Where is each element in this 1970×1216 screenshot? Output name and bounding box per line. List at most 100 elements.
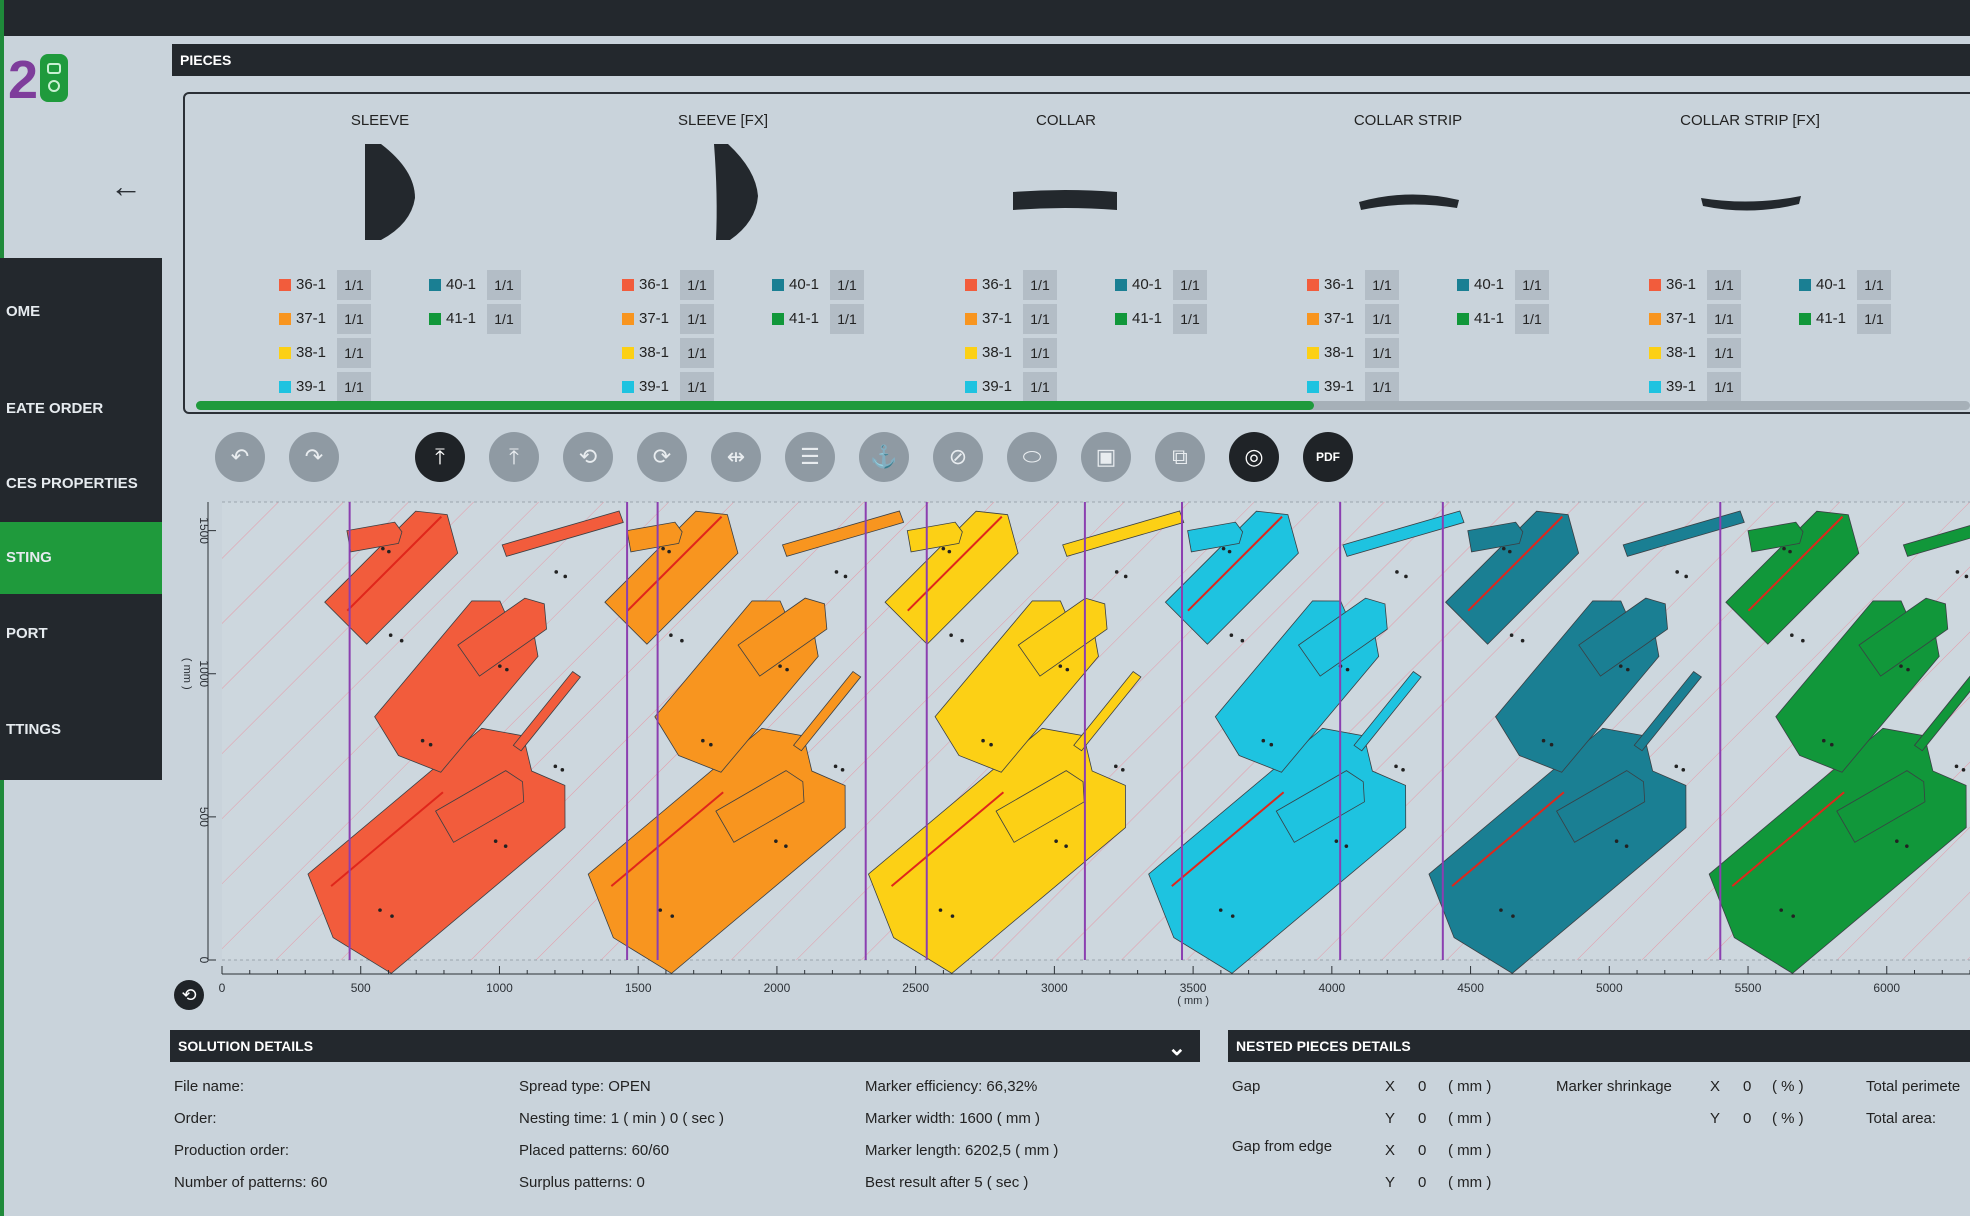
size-count: 1/1: [830, 304, 864, 334]
piece-card[interactable]: SLEEVE [FX] 36-1 1/1 37-1 1/1 38-1 1/1 39-1 1/1 4…: [552, 112, 894, 402]
nested-piece[interactable]: [1556, 766, 1653, 848]
pieces-header-label: PIECES: [180, 52, 232, 68]
y-tick-label: 500: [197, 807, 211, 827]
piece-card[interactable]: SLEEVE 36-1 1/1 37-1 1/1 38-1 1/1 39-1 1/1 40-1 1/…: [209, 112, 551, 402]
frame-icon[interactable]: ▣: [1081, 432, 1131, 482]
solution-detail-item: Number of patterns: 60: [174, 1174, 328, 1191]
nested-piece[interactable]: [995, 766, 1092, 848]
size-label: 39-1: [1666, 378, 1697, 395]
nested-piece[interactable]: [1275, 766, 1372, 848]
nested-piece[interactable]: [604, 497, 752, 645]
size-label: 38-1: [1324, 344, 1355, 361]
size-color-swatch: [429, 313, 441, 325]
nested-piece[interactable]: [737, 591, 837, 677]
upload-icon[interactable]: ⤒: [415, 432, 465, 482]
nested-piece[interactable]: [1353, 668, 1422, 772]
gap-label: Gap: [1232, 1078, 1261, 1095]
size-row: 38-1 1/1: [279, 338, 419, 368]
solution-detail-item: Nesting time: 1 ( min ) 0 ( sec ): [519, 1110, 725, 1127]
upload-alt-icon[interactable]: ⤒: [489, 432, 539, 482]
nested-piece[interactable]: [1725, 497, 1873, 645]
size-color-swatch: [1307, 347, 1319, 359]
pdf-icon[interactable]: PDF: [1303, 432, 1353, 482]
nested-piece[interactable]: [1467, 521, 1525, 554]
nested-piece[interactable]: [626, 521, 684, 554]
piece-card[interactable]: COLLAR STRIP [FX] 36-1 1/1 37-1 1/1 38-1 1/1 39…: [1579, 112, 1921, 402]
shape-icon[interactable]: ⬭: [1007, 432, 1057, 482]
size-row: 37-1 1/1: [965, 304, 1105, 334]
nested-piece[interactable]: [1062, 503, 1185, 579]
nav-item-settings[interactable]: TTINGS: [6, 721, 61, 738]
nested-piece[interactable]: [906, 521, 964, 554]
size-count: 1/1: [1707, 338, 1741, 368]
size-label: 37-1: [639, 310, 670, 327]
nav-item-export[interactable]: PORT: [6, 625, 48, 642]
nested-piece[interactable]: [884, 497, 1032, 645]
nested-piece[interactable]: [1747, 521, 1805, 554]
nav-item-home[interactable]: OME: [6, 303, 41, 320]
nested-piece[interactable]: [1342, 503, 1465, 579]
size-color-swatch: [1457, 279, 1469, 291]
align-icon[interactable]: ☰: [785, 432, 835, 482]
nested-piece[interactable]: [792, 668, 862, 772]
size-count: 1/1: [1707, 270, 1741, 300]
pieces-scrollbar[interactable]: [196, 401, 1970, 410]
x-tick-label: 5000: [1596, 981, 1623, 995]
solution-detail-item: Order:: [174, 1110, 217, 1127]
nested-piece[interactable]: [457, 591, 557, 677]
size-row: 41-1 1/1: [1457, 304, 1597, 334]
size-count: 1/1: [680, 338, 714, 368]
group-icon[interactable]: ⧉: [1155, 432, 1205, 482]
rotate-left-icon[interactable]: ⟲: [563, 432, 613, 482]
nav-item-create-order[interactable]: EATE ORDER: [6, 400, 104, 417]
size-row: 41-1 1/1: [1799, 304, 1939, 334]
nested-piece[interactable]: [512, 668, 582, 772]
nested-piece[interactable]: [1622, 503, 1745, 579]
x-tick-label: 1000: [486, 981, 513, 995]
nested-piece[interactable]: [1858, 591, 1958, 677]
x-tick-label: 3000: [1041, 981, 1068, 995]
redo-icon[interactable]: ↷: [289, 432, 339, 482]
nested-piece[interactable]: [435, 766, 532, 848]
shrink-x-unit: ( % ): [1772, 1078, 1804, 1095]
nav-item-pieces-properties[interactable]: CES PROPERTIES: [6, 475, 138, 492]
size-count: 1/1: [1857, 304, 1891, 334]
pieces-scrollbar-thumb[interactable]: [196, 401, 1314, 410]
size-label: 36-1: [639, 276, 670, 293]
piece-card[interactable]: COLLAR 36-1 1/1 37-1 1/1 38-1 1/1 39-1 1/1 40-1 1/…: [895, 112, 1237, 402]
anchor-icon[interactable]: ⚓: [859, 432, 909, 482]
shrink-x-value: 0: [1743, 1078, 1752, 1095]
x-tick-label: 6000: [1873, 981, 1900, 995]
gap-y-value: 0: [1418, 1110, 1427, 1127]
logo-mark: [47, 63, 61, 74]
nested-piece[interactable]: [781, 503, 905, 579]
nested-piece[interactable]: [1164, 497, 1312, 645]
flip-icon[interactable]: ⇹: [711, 432, 761, 482]
solution-detail-item: Marker width: 1600 ( mm ): [865, 1110, 1041, 1127]
back-arrow-icon[interactable]: ←: [110, 168, 142, 204]
nested-piece[interactable]: [1902, 503, 1970, 579]
nested-piece[interactable]: [1633, 668, 1703, 772]
nested-piece[interactable]: [1913, 668, 1970, 772]
focus-icon[interactable]: ◎: [1229, 432, 1279, 482]
nested-piece[interactable]: [1187, 521, 1245, 554]
nested-piece[interactable]: [1836, 766, 1933, 848]
x-tick-label: 4000: [1318, 981, 1345, 995]
nested-piece[interactable]: [715, 766, 812, 848]
nested-piece[interactable]: [501, 503, 624, 579]
size-label: 39-1: [639, 378, 670, 395]
reset-view-icon[interactable]: ⟲: [174, 980, 204, 1010]
chevron-down-icon[interactable]: ⌄: [1167, 1035, 1186, 1060]
nested-piece[interactable]: [1073, 668, 1142, 772]
nested-piece[interactable]: [1578, 591, 1678, 677]
solution-detail-item: Production order:: [174, 1142, 290, 1159]
piece-card[interactable]: COLLAR STRIP 36-1 1/1 37-1 1/1 38-1 1/1 39-1 1/1…: [1237, 112, 1579, 402]
undo-icon[interactable]: ↶: [215, 432, 265, 482]
nested-piece[interactable]: [324, 497, 472, 645]
nested-piece[interactable]: [1445, 497, 1593, 645]
no-anchor-icon[interactable]: ⊘: [933, 432, 983, 482]
marker-canvas[interactable]: 0 500 1000 1500 2000 2500 3000 3500 4000 4500 5000…: [160, 490, 1970, 1020]
rotate-right-icon[interactable]: ⟳: [637, 432, 687, 482]
size-row: 40-1 1/1: [429, 270, 569, 300]
nav-item-nesting[interactable]: STING: [0, 522, 162, 594]
